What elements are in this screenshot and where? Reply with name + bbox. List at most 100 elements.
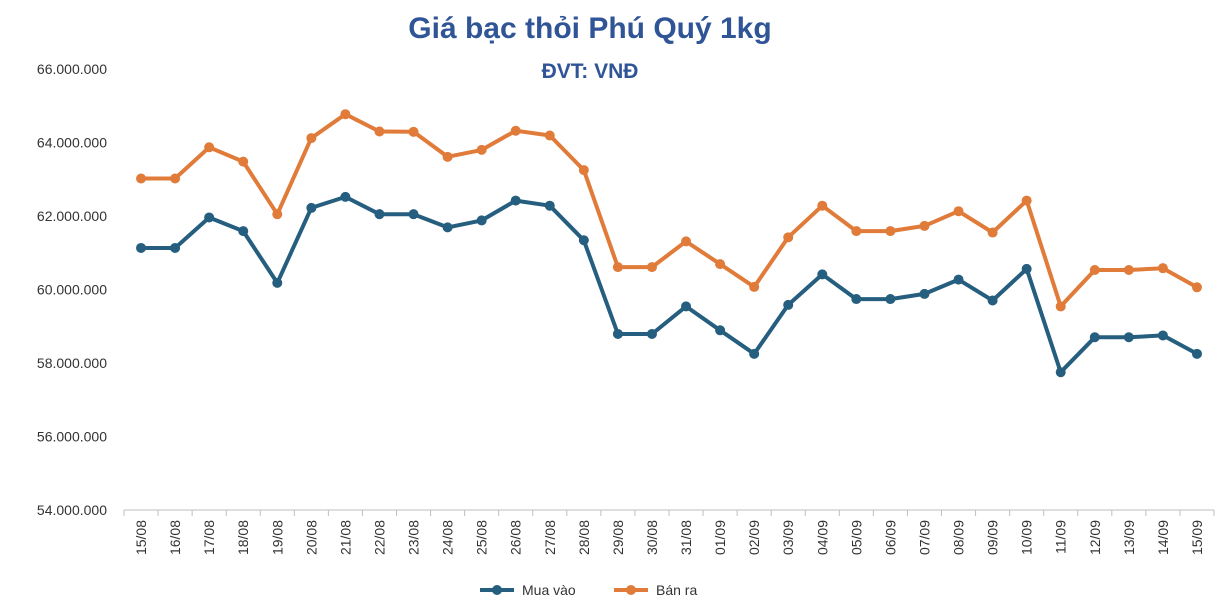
x-tick-label: 26/08 bbox=[508, 520, 524, 555]
data-point-series-0 bbox=[885, 294, 896, 305]
legend-swatch-marker bbox=[626, 585, 636, 595]
data-point-series-0 bbox=[783, 299, 794, 310]
x-tick-label: 21/08 bbox=[337, 520, 353, 555]
data-point-series-0 bbox=[715, 325, 726, 336]
data-point-series-0 bbox=[612, 328, 623, 339]
x-tick-label: 28/08 bbox=[576, 520, 592, 555]
data-point-series-1 bbox=[681, 236, 692, 247]
data-point-series-0 bbox=[272, 277, 283, 288]
legend: Mua vào Bán ra bbox=[480, 582, 697, 598]
data-point-series-0 bbox=[817, 269, 828, 280]
x-tick-label: 10/09 bbox=[1019, 520, 1035, 555]
data-point-series-1 bbox=[1021, 195, 1032, 206]
x-tick-label: 23/08 bbox=[406, 520, 422, 555]
data-point-series-1 bbox=[612, 262, 623, 273]
data-point-series-0 bbox=[544, 200, 555, 211]
data-point-series-0 bbox=[681, 301, 692, 312]
x-axis: 15/08 16/08 17/08 18/08 19/08 20/08 21/08 22/08… bbox=[123, 509, 1215, 555]
data-point-series-0 bbox=[442, 222, 453, 233]
data-point-series-1 bbox=[715, 259, 726, 270]
data-point-series-0 bbox=[136, 242, 147, 253]
x-tick-label: 05/09 bbox=[848, 520, 864, 555]
data-point-series-1 bbox=[851, 226, 862, 237]
x-tick-label: 19/08 bbox=[269, 520, 285, 555]
x-tick-label: 18/08 bbox=[235, 520, 251, 555]
data-point-series-0 bbox=[578, 235, 589, 246]
x-tick-label: 29/08 bbox=[610, 520, 626, 555]
data-point-series-1 bbox=[783, 232, 794, 243]
data-point-series-0 bbox=[1191, 348, 1202, 359]
x-tick-label: 04/09 bbox=[814, 520, 830, 555]
data-point-series-1 bbox=[919, 220, 930, 231]
data-point-series-1 bbox=[749, 281, 760, 292]
data-point-series-1 bbox=[1123, 265, 1134, 276]
chart-title: Giá bạc thỏi Phú Quý 1kg bbox=[408, 12, 772, 45]
data-point-series-1 bbox=[1089, 265, 1100, 276]
data-point-series-0 bbox=[340, 191, 351, 202]
data-point-series-1 bbox=[1157, 263, 1168, 274]
data-point-series-0 bbox=[749, 348, 760, 359]
data-point-series-1 bbox=[374, 126, 385, 137]
data-point-series-1 bbox=[306, 133, 317, 144]
data-point-series-0 bbox=[646, 328, 657, 339]
y-tick-label: 54.000.000 bbox=[37, 502, 107, 518]
legend-label: Mua vào bbox=[522, 582, 576, 598]
data-point-series-0 bbox=[1021, 263, 1032, 274]
y-tick-label: 66.000.000 bbox=[37, 61, 107, 77]
data-point-series-1 bbox=[817, 200, 828, 211]
data-point-series-0 bbox=[953, 274, 964, 285]
data-point-series-1 bbox=[340, 109, 351, 120]
x-tick-label: 30/08 bbox=[644, 520, 660, 555]
data-point-series-0 bbox=[238, 226, 249, 237]
chart-subtitle: ĐVT: VNĐ bbox=[541, 60, 639, 83]
series-line-0 bbox=[139, 194, 1199, 375]
data-point-series-0 bbox=[987, 295, 998, 306]
data-point-series-1 bbox=[510, 125, 521, 136]
data-point-series-1 bbox=[885, 226, 896, 237]
series-line-1 bbox=[139, 112, 1199, 309]
data-point-series-1 bbox=[646, 262, 657, 273]
x-tick-label: 14/09 bbox=[1155, 520, 1171, 555]
y-tick-label: 64.000.000 bbox=[37, 135, 107, 151]
data-point-series-0 bbox=[374, 209, 385, 220]
x-tick-label: 06/09 bbox=[882, 520, 898, 555]
data-point-series-0 bbox=[204, 212, 215, 223]
data-point-series-1 bbox=[136, 173, 147, 184]
data-point-series-0 bbox=[510, 195, 521, 206]
x-tick-label: 27/08 bbox=[542, 520, 558, 555]
x-tick-label: 31/08 bbox=[678, 520, 694, 555]
x-tick-label: 01/09 bbox=[712, 520, 728, 555]
data-point-series-0 bbox=[1123, 332, 1134, 343]
x-tick-label: 13/09 bbox=[1121, 520, 1137, 555]
data-point-series-1 bbox=[1055, 301, 1066, 312]
legend-swatch-marker bbox=[492, 585, 502, 595]
x-tick-label: 12/09 bbox=[1087, 520, 1103, 555]
data-point-series-1 bbox=[953, 206, 964, 217]
data-point-series-1 bbox=[987, 227, 998, 238]
x-tick-label: 24/08 bbox=[440, 520, 456, 555]
data-point-series-0 bbox=[851, 294, 862, 305]
data-point-series-1 bbox=[442, 151, 453, 162]
data-point-series-1 bbox=[170, 173, 181, 184]
data-point-series-0 bbox=[1089, 332, 1100, 343]
data-point-series-0 bbox=[1157, 330, 1168, 341]
data-point-series-1 bbox=[476, 144, 487, 155]
x-tick-label: 17/08 bbox=[201, 520, 217, 555]
x-tick-label: 16/08 bbox=[167, 520, 183, 555]
data-point-series-1 bbox=[544, 130, 555, 141]
data-point-series-0 bbox=[1055, 367, 1066, 378]
data-point-series-1 bbox=[408, 126, 419, 137]
data-point-series-1 bbox=[272, 209, 283, 220]
data-point-series-0 bbox=[306, 202, 317, 213]
data-point-series-1 bbox=[238, 156, 249, 167]
data-point-series-0 bbox=[408, 209, 419, 220]
y-tick-label: 58.000.000 bbox=[37, 355, 107, 371]
x-tick-label: 15/08 bbox=[133, 520, 149, 555]
x-tick-label: 09/09 bbox=[985, 520, 1001, 555]
x-tick-label: 22/08 bbox=[371, 520, 387, 555]
x-tick-label: 20/08 bbox=[303, 520, 319, 555]
x-tick-label: 15/09 bbox=[1189, 520, 1205, 555]
data-point-series-1 bbox=[578, 165, 589, 176]
x-tick-label: 07/09 bbox=[916, 520, 932, 555]
